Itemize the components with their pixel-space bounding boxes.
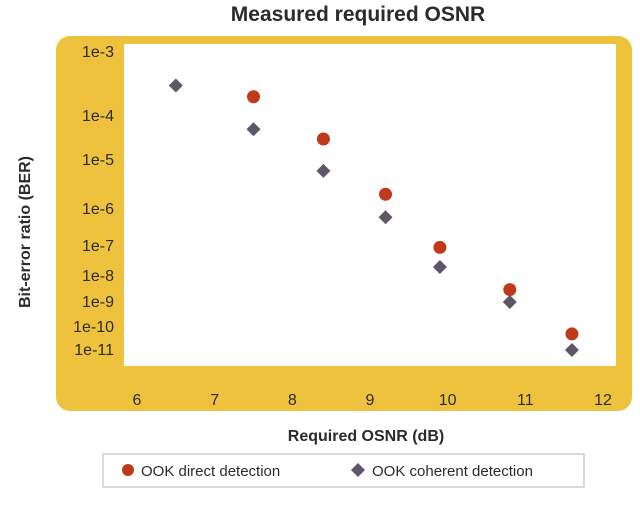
x-tick-label: 9	[366, 392, 375, 409]
data-point-ook-coherent	[502, 295, 517, 309]
data-point-ook-coherent	[246, 122, 261, 137]
x-tick-label: 11	[517, 392, 534, 409]
y-tick-label: 1e-10	[73, 319, 114, 336]
data-points	[168, 78, 579, 357]
y-tick-label: 1e-4	[82, 108, 114, 125]
x-tick-label: 12	[594, 392, 612, 409]
legend-marker-ook-coherent	[351, 463, 365, 477]
data-point-ook-coherent	[432, 259, 447, 274]
plot-area	[124, 44, 616, 366]
x-tick-label: 6	[133, 392, 142, 409]
x-tick-label: 7	[210, 392, 219, 409]
data-point-ook-direct	[565, 327, 579, 341]
y-tick-label: 1e-8	[82, 268, 114, 285]
y-tick-label: 1e-9	[82, 294, 114, 311]
data-point-ook-coherent	[316, 163, 331, 178]
data-point-ook-coherent	[378, 210, 393, 225]
x-tick-label: 10	[439, 392, 457, 409]
legend-label-ook-direct: OOK direct detection	[141, 463, 280, 480]
y-tick-label: 1e-7	[82, 238, 114, 255]
y-tick-label: 1e-11	[74, 342, 114, 359]
y-tick-label: 1e-3	[82, 44, 114, 61]
y-tick-label: 1e-5	[82, 152, 114, 169]
legend: OOK direct detection OOK coherent detect…	[102, 453, 585, 488]
data-point-ook-direct	[433, 240, 447, 254]
y-tick-label: 1e-6	[82, 201, 114, 218]
y-axis-label: Bit-error ratio (BER)	[17, 156, 34, 308]
data-point-ook-direct	[316, 132, 330, 146]
data-point-ook-direct	[379, 187, 393, 201]
legend-label-ook-coherent: OOK coherent detection	[372, 463, 533, 480]
legend-marker-ook-direct	[122, 464, 134, 476]
data-point-ook-coherent	[168, 78, 183, 93]
x-tick-labels: 6 7 8 9 10 11 12	[133, 392, 612, 409]
data-point-ook-coherent	[564, 343, 579, 357]
data-point-ook-direct	[247, 90, 260, 104]
legend-box	[102, 453, 585, 488]
chart-title: Measured required OSNR	[231, 3, 485, 26]
y-tick-labels: 1e-3 1e-4 1e-5 1e-6 1e-7 1e-8 1e-9 1e-10 1e-11	[73, 44, 114, 359]
x-axis-label: Required OSNR (dB)	[288, 428, 444, 445]
data-point-ook-direct	[503, 283, 517, 297]
x-tick-label: 8	[288, 392, 297, 409]
